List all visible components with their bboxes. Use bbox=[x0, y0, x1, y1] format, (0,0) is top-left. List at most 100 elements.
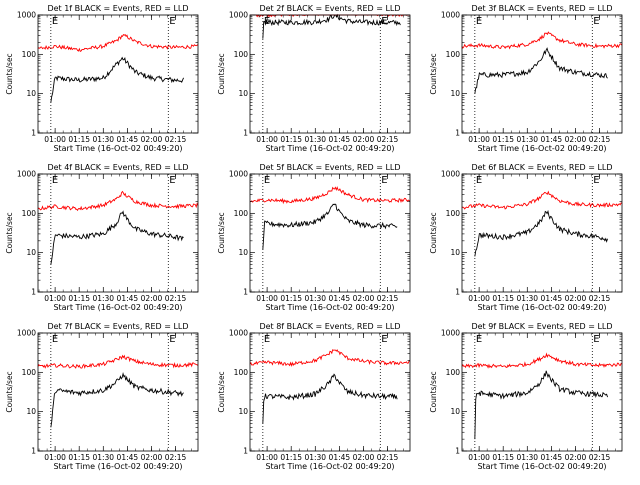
y-tick-label: 1 bbox=[243, 129, 248, 138]
y-tick-label: 1 bbox=[31, 129, 36, 138]
x-tick-label: 01:30 bbox=[516, 453, 538, 462]
marker-label: E bbox=[169, 175, 175, 186]
marker-label: E bbox=[593, 334, 599, 345]
x-tick-label: 02:00 bbox=[565, 135, 587, 144]
y-axis-label: Counts/sec bbox=[217, 212, 226, 253]
marker-label: E bbox=[476, 16, 482, 27]
x-tick-label: 02:00 bbox=[141, 453, 163, 462]
x-axis-label: Start Time (16-Oct-02 00:49:20) bbox=[53, 462, 182, 471]
marker-label: E bbox=[52, 334, 58, 345]
y-axis-label: Counts/sec bbox=[217, 371, 226, 412]
y-tick-label: 10 bbox=[238, 407, 248, 416]
y-tick-label: 1 bbox=[455, 129, 460, 138]
y-tick-label: 100 bbox=[22, 50, 37, 59]
x-tick-label: 01:45 bbox=[541, 294, 563, 303]
events-series-line bbox=[474, 370, 608, 440]
marker-label: E bbox=[381, 334, 387, 345]
x-tick-label: 01:30 bbox=[92, 135, 114, 144]
y-tick-label: 100 bbox=[446, 368, 461, 377]
x-tick-label: 01:30 bbox=[92, 453, 114, 462]
x-tick-label: 01:30 bbox=[304, 453, 326, 462]
lld-series-line bbox=[249, 349, 411, 367]
panel-title: Det 3f BLACK = Events, RED = LLD bbox=[471, 4, 612, 13]
lld-series-line bbox=[461, 31, 623, 50]
x-axis-label: Start Time (16-Oct-02 00:49:20) bbox=[477, 303, 606, 312]
events-series-line bbox=[474, 47, 608, 94]
x-tick-label: 02:15 bbox=[377, 453, 399, 462]
x-tick-label: 01:30 bbox=[92, 294, 114, 303]
panel-title: Det 1f BLACK = Events, RED = LLD bbox=[47, 4, 188, 13]
x-tick-label: 01:15 bbox=[280, 294, 302, 303]
x-tick-label: 01:45 bbox=[329, 294, 351, 303]
plot-frame bbox=[249, 14, 411, 134]
y-axis-label: Counts/sec bbox=[217, 53, 226, 94]
lld-series-line bbox=[461, 352, 623, 369]
events-series-line bbox=[262, 373, 398, 424]
y-tick-label: 1000 bbox=[441, 170, 460, 179]
x-tick-label: 02:15 bbox=[377, 135, 399, 144]
x-tick-label: 01:45 bbox=[117, 294, 139, 303]
plot-frame bbox=[461, 332, 623, 452]
y-tick-label: 10 bbox=[450, 248, 460, 257]
x-tick-label: 01:15 bbox=[68, 135, 90, 144]
y-tick-label: 1000 bbox=[17, 329, 36, 338]
marker-label: E bbox=[593, 16, 599, 27]
x-axis-label: Start Time (16-Oct-02 00:49:20) bbox=[265, 144, 394, 153]
events-series-line bbox=[474, 209, 608, 257]
y-tick-label: 10 bbox=[450, 407, 460, 416]
x-tick-label: 01:45 bbox=[117, 453, 139, 462]
x-tick-label: 02:15 bbox=[589, 453, 611, 462]
y-axis-label: Counts/sec bbox=[429, 371, 438, 412]
marker-label: E bbox=[381, 16, 387, 27]
lld-series-line bbox=[461, 190, 623, 210]
y-axis-label: Counts/sec bbox=[429, 53, 438, 94]
x-tick-label: 01:00 bbox=[44, 135, 66, 144]
plot-frame bbox=[461, 173, 623, 293]
lld-series-line bbox=[37, 354, 199, 369]
y-tick-label: 1000 bbox=[229, 11, 248, 20]
x-tick-label: 01:00 bbox=[44, 453, 66, 462]
x-tick-label: 01:15 bbox=[68, 453, 90, 462]
plot-frame bbox=[249, 332, 411, 452]
y-tick-label: 1 bbox=[31, 288, 36, 297]
x-tick-label: 02:15 bbox=[165, 453, 187, 462]
marker-label: E bbox=[264, 175, 270, 186]
panel-title: Det 9f BLACK = Events, RED = LLD bbox=[471, 322, 612, 331]
events-series-line bbox=[262, 203, 398, 250]
x-tick-label: 01:45 bbox=[541, 135, 563, 144]
y-tick-label: 10 bbox=[238, 89, 248, 98]
x-tick-label: 01:15 bbox=[492, 294, 514, 303]
y-tick-label: 100 bbox=[234, 368, 249, 377]
x-tick-label: 01:00 bbox=[468, 453, 490, 462]
x-tick-label: 02:00 bbox=[353, 453, 375, 462]
plot-frame bbox=[249, 173, 411, 293]
y-tick-label: 1000 bbox=[229, 329, 248, 338]
marker-label: E bbox=[476, 334, 482, 345]
events-series-line bbox=[50, 56, 184, 103]
marker-label: E bbox=[476, 175, 482, 186]
x-axis-label: Start Time (16-Oct-02 00:49:20) bbox=[477, 462, 606, 471]
x-axis-label: Start Time (16-Oct-02 00:49:20) bbox=[53, 144, 182, 153]
y-tick-label: 1000 bbox=[229, 170, 248, 179]
x-axis-label: Start Time (16-Oct-02 00:49:20) bbox=[477, 144, 606, 153]
x-tick-label: 01:45 bbox=[541, 453, 563, 462]
y-tick-label: 1000 bbox=[17, 11, 36, 20]
y-axis-label: Counts/sec bbox=[5, 53, 14, 94]
x-tick-label: 02:00 bbox=[141, 135, 163, 144]
marker-label: E bbox=[264, 16, 270, 27]
plot-frame bbox=[37, 173, 199, 293]
x-tick-label: 01:00 bbox=[44, 294, 66, 303]
marker-label: E bbox=[52, 175, 58, 186]
y-tick-label: 100 bbox=[234, 50, 249, 59]
x-tick-label: 01:15 bbox=[492, 135, 514, 144]
lld-series-line bbox=[249, 186, 411, 205]
panel-title: Det 6f BLACK = Events, RED = LLD bbox=[471, 163, 612, 172]
x-tick-label: 01:15 bbox=[280, 135, 302, 144]
x-tick-label: 02:00 bbox=[565, 294, 587, 303]
y-tick-label: 100 bbox=[22, 368, 37, 377]
plot-frame bbox=[461, 14, 623, 134]
marker-label: E bbox=[169, 334, 175, 345]
x-tick-label: 02:15 bbox=[165, 135, 187, 144]
x-tick-label: 02:00 bbox=[565, 453, 587, 462]
